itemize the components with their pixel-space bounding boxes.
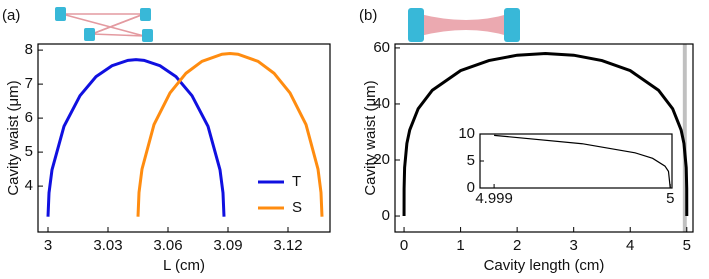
x-tick-label: 3.06 (153, 237, 182, 254)
axes-frame (37, 43, 331, 233)
y-tick-label: 5 (25, 143, 33, 160)
axes-frame (479, 133, 673, 189)
y-tick-label: 7 (25, 75, 33, 92)
x-axis-label: L (cm) (163, 257, 205, 274)
legend-label: S (292, 199, 302, 216)
data-line (136, 52, 324, 217)
y-tick-label: 20 (373, 151, 390, 168)
y-tick-label: 60 (373, 39, 390, 56)
y-tick-label: 5 (467, 152, 475, 169)
x-tick-label: 4.999 (475, 190, 513, 207)
x-tick-label: 5 (666, 190, 674, 207)
x-tick-label: 3.03 (93, 237, 122, 254)
panel-label: (a) (2, 7, 20, 24)
x-tick-label: 0 (400, 237, 408, 254)
x-tick-label: 2 (513, 237, 521, 254)
data-line (402, 52, 689, 217)
y-tick-label: 0 (467, 179, 475, 196)
x-tick-label: 3 (570, 237, 578, 254)
y-tick-label: 0 (382, 207, 390, 224)
x-tick-label: 3.09 (213, 237, 242, 254)
x-tick-label: 5 (683, 237, 691, 254)
panel-label: (b) (359, 7, 377, 24)
data-line (494, 134, 671, 189)
y-axis-label: Cavity waist (μm) (362, 80, 379, 195)
axes-frame (394, 43, 694, 233)
y-tick-label: 10 (458, 125, 475, 142)
bowtie-cavity-icon (55, 7, 153, 42)
x-tick-label: 3.12 (273, 237, 302, 254)
highlight-band (682, 44, 687, 232)
legend-label: T (292, 173, 301, 190)
y-tick-label: 6 (25, 109, 33, 126)
x-axis-label: Cavity length (cm) (484, 257, 605, 274)
y-tick-label: 40 (373, 95, 390, 112)
x-tick-label: 4 (626, 237, 634, 254)
x-tick-label: 1 (456, 237, 464, 254)
x-tick-label: 3 (44, 237, 52, 254)
inset-background (480, 134, 672, 188)
data-line (46, 58, 226, 217)
linear-cavity-icon (408, 8, 520, 42)
y-tick-label: 8 (25, 41, 33, 58)
y-tick-label: 4 (25, 177, 33, 194)
y-axis-label: Cavity waist (μm) (5, 80, 22, 195)
